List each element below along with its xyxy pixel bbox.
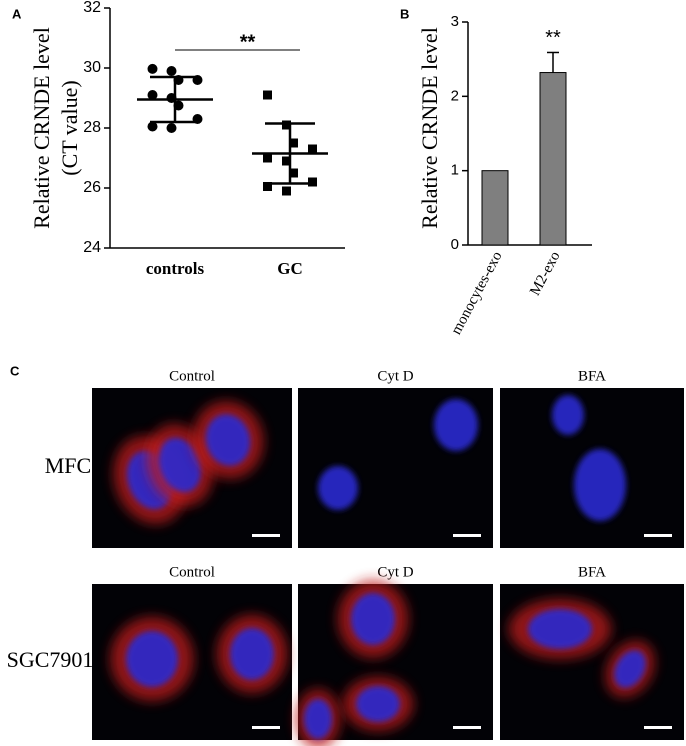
data-point bbox=[147, 90, 158, 100]
y-tick-label: 0 bbox=[451, 236, 459, 253]
y-axis-label: (CT value) bbox=[57, 80, 82, 176]
scale-bar bbox=[252, 726, 280, 729]
panel-label: A bbox=[12, 6, 22, 21]
cell-nucleus bbox=[205, 414, 251, 466]
cell-nucleus bbox=[552, 395, 584, 435]
data-point bbox=[289, 138, 298, 148]
cell-nucleus bbox=[574, 449, 626, 521]
data-point bbox=[147, 121, 158, 132]
y-tick-label: 24 bbox=[83, 239, 101, 256]
data-point bbox=[282, 186, 291, 196]
y-tick-label: 1 bbox=[451, 162, 459, 179]
cell-nucleus bbox=[434, 399, 478, 451]
column-label: Control bbox=[169, 368, 215, 384]
significance-label: ** bbox=[240, 31, 256, 53]
y-axis-label: Relative CRNDE level bbox=[417, 27, 442, 229]
panel-label: C bbox=[10, 363, 20, 378]
significance-label: ** bbox=[545, 27, 561, 49]
column-label: BFA bbox=[578, 368, 606, 384]
x-tick-label: monocytes-exo bbox=[448, 249, 505, 337]
column-label: Cyt D bbox=[377, 368, 413, 384]
cell-nucleus bbox=[304, 699, 332, 739]
data-point bbox=[289, 168, 298, 178]
scale-bar bbox=[453, 534, 481, 537]
data-point bbox=[263, 90, 272, 100]
cell-nucleus bbox=[230, 628, 274, 680]
x-tick-label: M2-exo bbox=[527, 249, 563, 298]
cell-nucleus bbox=[126, 631, 178, 687]
data-point bbox=[308, 144, 317, 154]
data-point bbox=[166, 66, 177, 76]
y-tick-label: 3 bbox=[451, 13, 459, 30]
y-tick-label: 2 bbox=[451, 87, 459, 104]
y-tick-label: 30 bbox=[83, 59, 101, 76]
scale-bar bbox=[453, 726, 481, 729]
x-tick-label: controls bbox=[146, 259, 205, 278]
data-point bbox=[166, 123, 177, 133]
y-tick-label: 26 bbox=[83, 179, 101, 196]
column-label: Cyt D bbox=[377, 564, 413, 580]
y-tick-label: 28 bbox=[83, 119, 101, 136]
data-point bbox=[263, 182, 272, 191]
data-point bbox=[147, 63, 158, 74]
scale-bar bbox=[644, 726, 672, 729]
scale-bar bbox=[644, 534, 672, 537]
micrograph-grid: MFC Control Cyt D BFA SGC7901 Control Cyt D BFA bbox=[7, 368, 684, 746]
bar bbox=[539, 72, 567, 246]
column-label: Control bbox=[169, 564, 215, 580]
cell-nucleus bbox=[351, 593, 395, 645]
cell-nucleus bbox=[318, 466, 358, 510]
column-label: BFA bbox=[578, 564, 606, 580]
row-label: MFC bbox=[45, 453, 91, 478]
y-axis-label: Relative CRNDE level bbox=[29, 27, 54, 229]
data-point bbox=[282, 156, 291, 166]
row-label: SGC7901 bbox=[7, 647, 94, 672]
bar bbox=[481, 170, 509, 246]
panel-label: B bbox=[400, 6, 409, 21]
scale-bar bbox=[252, 534, 280, 537]
cell-nucleus bbox=[528, 609, 592, 649]
data-point bbox=[263, 153, 272, 163]
x-tick-label: GC bbox=[277, 259, 303, 278]
cell-nucleus bbox=[356, 686, 400, 722]
data-point bbox=[308, 177, 317, 187]
y-tick-label: 32 bbox=[83, 0, 101, 16]
cell-nucleus bbox=[614, 650, 646, 688]
data-point bbox=[282, 120, 291, 130]
cell-nucleus bbox=[158, 437, 202, 493]
